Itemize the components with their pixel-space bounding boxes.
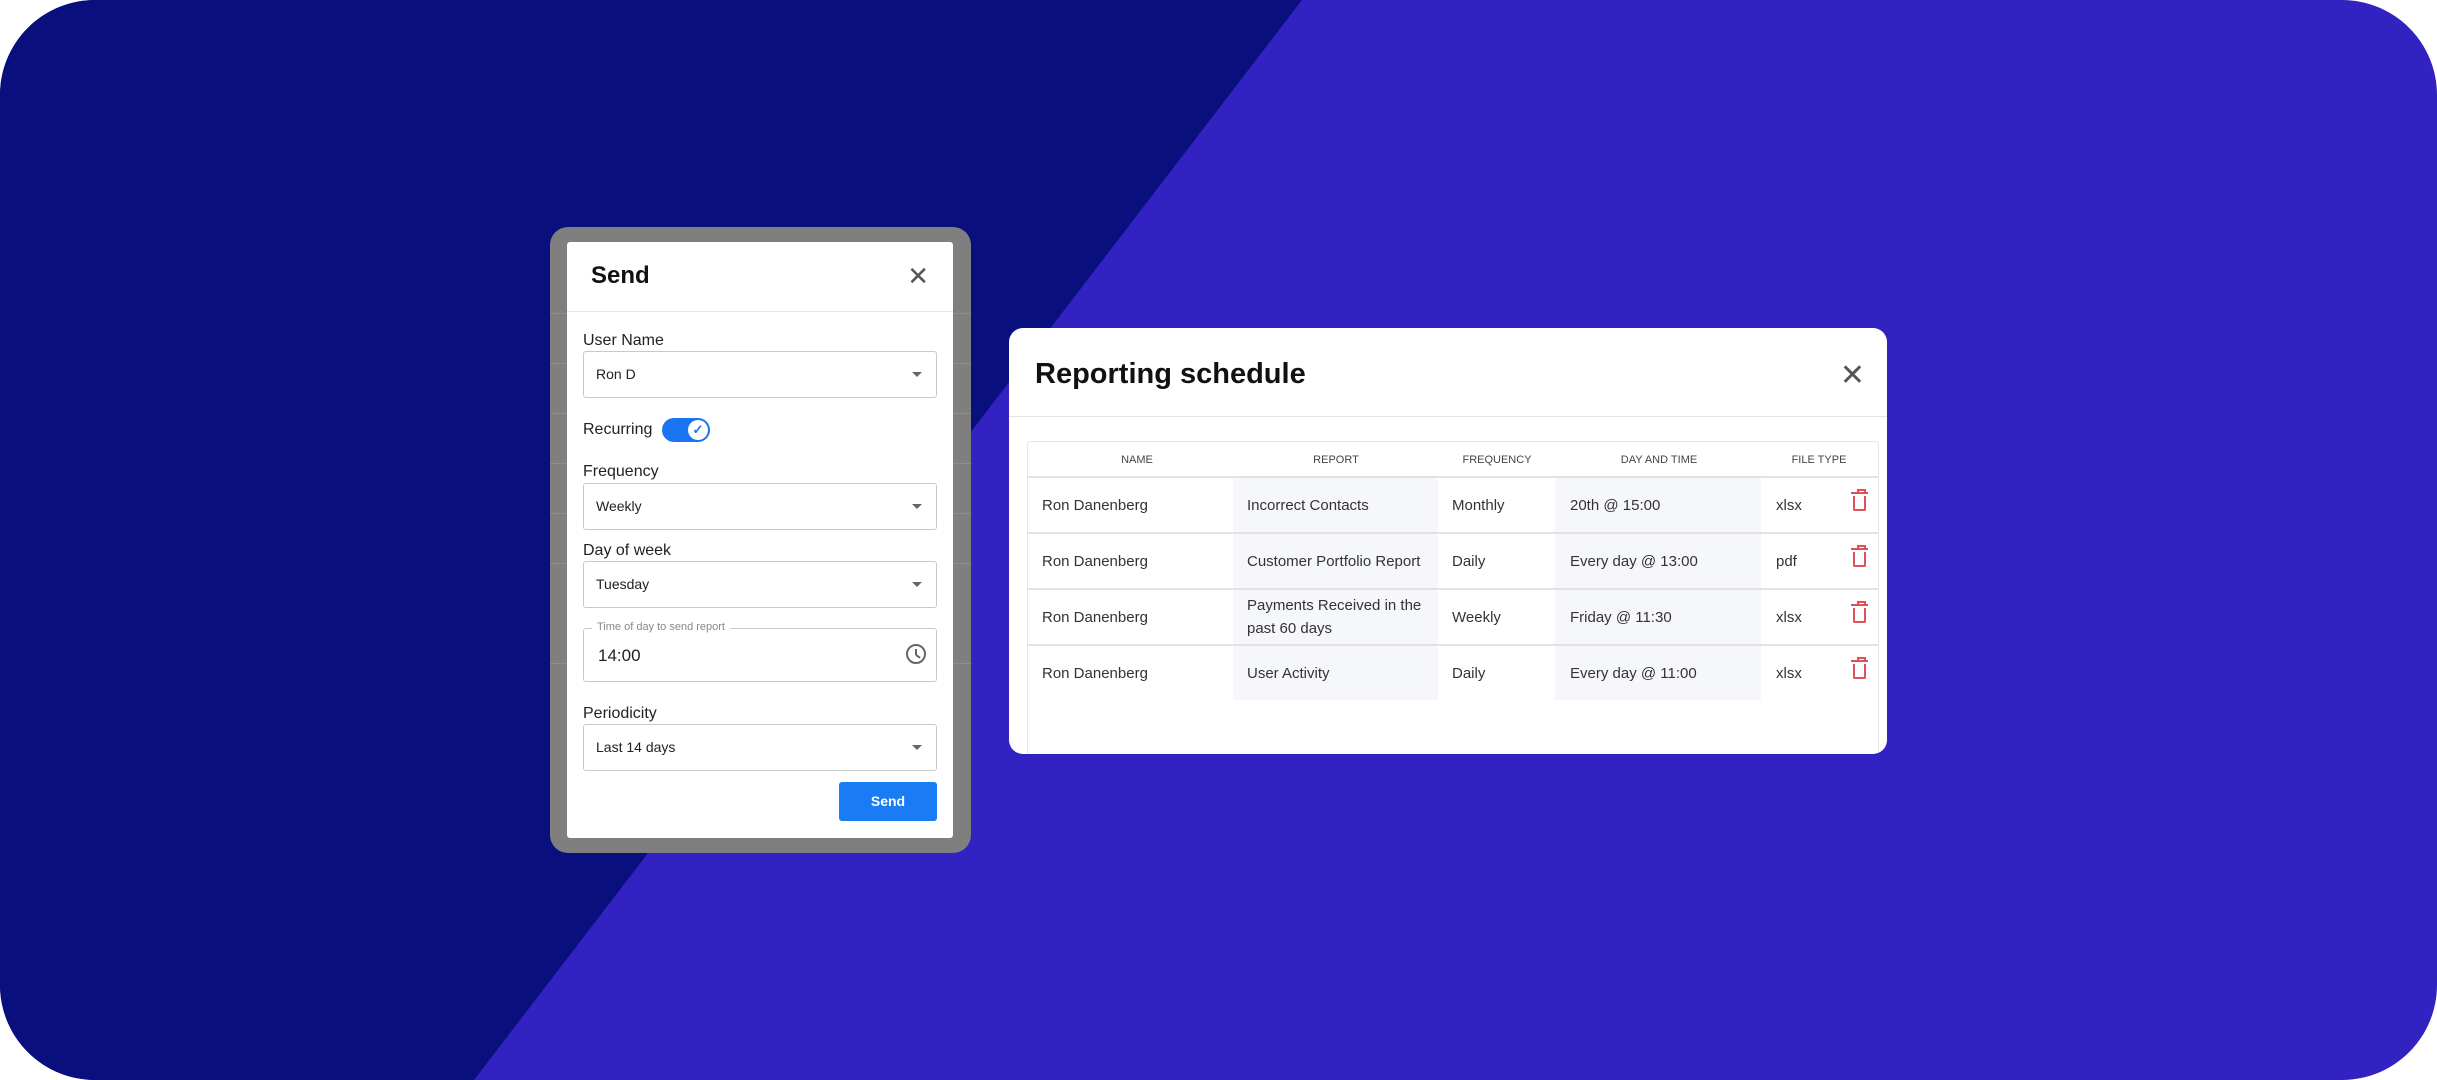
cell-file-type: pdf: [1776, 552, 1797, 570]
modal-title: Reporting schedule: [1035, 358, 1306, 390]
close-icon[interactable]: ✕: [1839, 359, 1865, 392]
modal-title: Send: [591, 262, 650, 289]
check-icon: ✓: [688, 420, 708, 440]
trash-icon[interactable]: [1851, 545, 1868, 567]
user-name-select[interactable]: Ron D: [583, 351, 937, 398]
cell-frequency: Weekly: [1452, 608, 1501, 626]
user-name-value: Ron D: [596, 366, 636, 382]
cell-name: Ron Danenberg: [1042, 664, 1148, 682]
chevron-down-icon: [912, 504, 922, 509]
frequency-value: Weekly: [596, 498, 642, 514]
cell-frequency: Daily: [1452, 552, 1486, 570]
table-row: Ron Danenberg Customer Portfolio Report Da…: [1028, 532, 1878, 588]
table-row: Ron Danenberg Incorrect Contacts Monthly 20…: [1028, 476, 1878, 532]
cell-file-type: xlsx: [1776, 664, 1802, 682]
periodicity-value: Last 14 days: [596, 739, 676, 755]
cell-report: Customer Portfolio Report: [1247, 552, 1421, 570]
cell-file-type: xlsx: [1776, 608, 1802, 626]
trash-icon[interactable]: [1851, 657, 1868, 679]
trash-icon[interactable]: [1851, 489, 1868, 511]
cell-frequency: Daily: [1452, 664, 1486, 682]
cell-name: Ron Danenberg: [1042, 552, 1148, 570]
frequency-select[interactable]: Weekly: [583, 483, 937, 530]
reporting-schedule-modal: Reporting schedule ✕ NAME REPORT FREQUENCY…: [1009, 328, 1887, 754]
user-name-label: User Name: [583, 332, 664, 349]
chevron-down-icon: [912, 582, 922, 587]
day-of-week-value: Tuesday: [596, 576, 650, 592]
column-header: REPORT: [1313, 454, 1359, 466]
cell-day-time: Every day @ 13:00: [1570, 552, 1698, 570]
clock-icon[interactable]: [906, 644, 926, 664]
day-of-week-label: Day of week: [583, 542, 672, 559]
trash-icon[interactable]: [1851, 601, 1868, 623]
cell-report: User Activity: [1247, 664, 1330, 682]
divider: [1009, 416, 1887, 417]
frequency-label: Frequency: [583, 463, 659, 480]
time-value: 14:00: [598, 646, 641, 665]
cell-file-type: xlsx: [1776, 496, 1802, 514]
periodicity-select[interactable]: Last 14 days: [583, 724, 937, 771]
recurring-label: Recurring: [583, 421, 653, 438]
recurring-toggle[interactable]: ✓: [662, 418, 710, 442]
chevron-down-icon: [912, 745, 922, 750]
cell-name: Ron Danenberg: [1042, 496, 1148, 514]
time-input-label: Time of day to send report: [592, 621, 730, 633]
table-row: Ron Danenberg Payments Received in the pa…: [1028, 588, 1878, 644]
chevron-down-icon: [912, 372, 922, 377]
cell-name: Ron Danenberg: [1042, 608, 1148, 626]
periodicity-label: Periodicity: [583, 705, 657, 722]
column-header: FREQUENCY: [1462, 454, 1532, 466]
cell-day-time: 20th @ 15:00: [1570, 496, 1661, 514]
cell-day-time: Friday @ 11:30: [1570, 608, 1672, 626]
column-header: NAME: [1121, 454, 1153, 466]
column-header: DAY AND TIME: [1620, 454, 1698, 466]
cell-report: Incorrect Contacts: [1247, 496, 1369, 514]
cell-report: Payments Received in the past 60 days: [1247, 597, 1422, 637]
day-of-week-select[interactable]: Tuesday: [583, 561, 937, 608]
time-input[interactable]: Time of day to send report 14:00: [583, 621, 937, 682]
modal-header: Send ✕: [567, 242, 953, 312]
cell-frequency: Monthly: [1452, 496, 1505, 514]
table-row: Ron Danenberg User Activity Daily Every day…: [1028, 644, 1878, 700]
send-modal: Send ✕ User Name Ron D Recurring ✓ Frequ…: [567, 242, 953, 838]
column-header: FILE TYPE: [1791, 454, 1847, 466]
schedule-table: NAME REPORT FREQUENCY DAY AND TIME FILE TYPE…: [1027, 441, 1879, 754]
send-button[interactable]: Send: [839, 782, 937, 821]
close-icon[interactable]: ✕: [907, 261, 929, 291]
cell-day-time: Every day @ 11:00: [1570, 664, 1697, 682]
